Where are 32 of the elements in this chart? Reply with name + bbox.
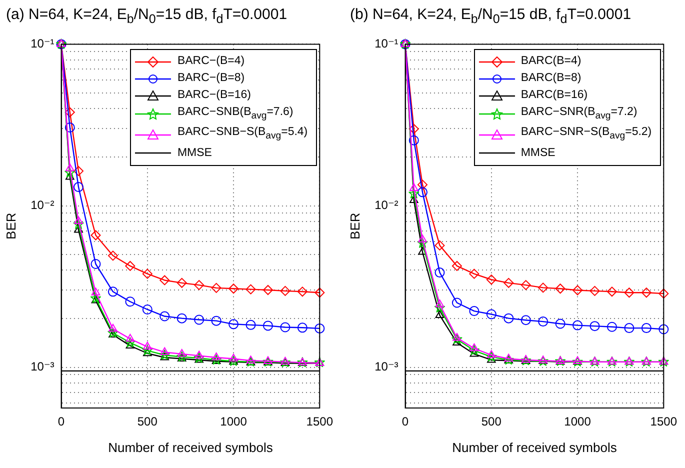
legend-label: BARC(B=8) [520, 71, 582, 86]
x-tick-label: 0 [58, 414, 65, 429]
y-tick-label: 10⁻³ [30, 360, 54, 374]
legend-label: BARC−SNB−S(B$_{avg}$=5.4) [177, 125, 308, 144]
legend-label: MMSE [177, 146, 212, 161]
x-tick-label: 500 [137, 414, 158, 429]
chart-title: (a) N=64, K=24, E$_{b}$/N$_{0}$=15 dB, f$_{d}$T=0.0001 [5, 5, 288, 28]
legend-label: BARC−(B=4) [177, 54, 245, 70]
y-tick-label: 10⁻¹ [30, 36, 54, 51]
x-tick-label: 1500 [306, 414, 334, 429]
chart-title: (b) N=64, K=24, E$_{b}$/N$_{0}$=15 dB, f$_{d}$T=0.0001 [349, 5, 632, 28]
legend-label: BARC−(B=16) [177, 88, 251, 104]
y-tick-label: 10⁻³ [374, 360, 398, 374]
x-tick-label: 1500 [650, 414, 678, 429]
legend-label: BARC−SNB(B$_{avg}$=7.6) [177, 105, 294, 124]
y-axis-title: BER [3, 212, 18, 240]
x-tick-label: 1000 [220, 414, 248, 429]
legend-label: MMSE [520, 146, 556, 161]
x-tick-label: 0 [402, 414, 409, 429]
y-axis-title: BER [347, 212, 362, 240]
legend-label: BARC−(B=8) [177, 71, 245, 86]
x-tick-label: 1000 [564, 414, 592, 429]
y-tick-label: 10⁻¹ [374, 36, 398, 51]
legend-label: BARC(B=4) [520, 54, 582, 70]
y-tick-label: 10⁻² [374, 198, 398, 212]
legend-label: BARC−SNR−S(B$_{avg}$=5.2) [520, 125, 652, 144]
legend-label: BARC−SNR(B$_{avg}$=7.2) [520, 105, 638, 124]
x-tick-label: 500 [481, 414, 502, 429]
x-axis-title: Number of received symbols [452, 440, 618, 455]
y-tick-label: 10⁻² [30, 198, 54, 212]
legend-label: BARC(B=16) [520, 88, 588, 104]
x-axis-title: Number of received symbols [108, 440, 274, 455]
